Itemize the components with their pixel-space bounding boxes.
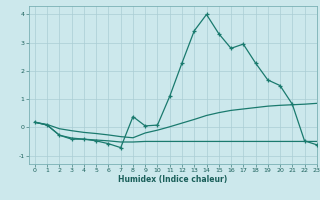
X-axis label: Humidex (Indice chaleur): Humidex (Indice chaleur): [118, 175, 228, 184]
